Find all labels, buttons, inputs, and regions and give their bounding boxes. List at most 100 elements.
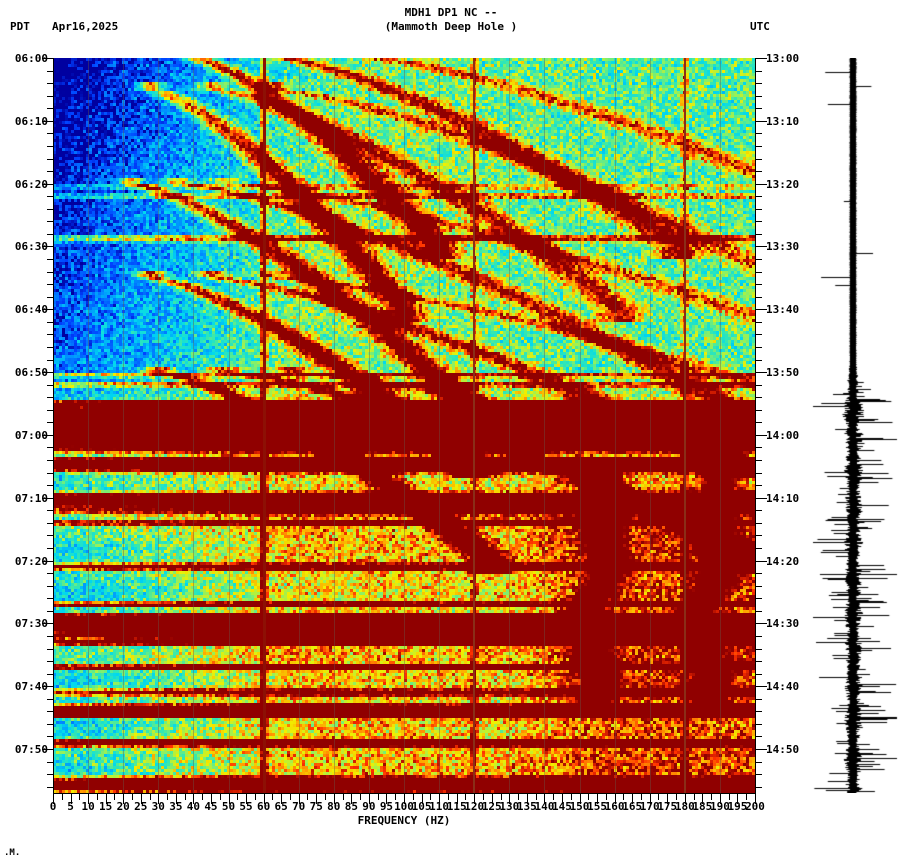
y-tick-major-left [42,121,53,122]
y-tick-minor-left [47,724,53,725]
x-tick-major [562,794,563,804]
y-tick-minor-right [756,573,762,574]
x-tick-major [544,794,545,804]
y-tick-minor-left [47,573,53,574]
x-tick-major [106,794,107,804]
y-tick-minor-left [47,171,53,172]
y-axis-right-label: 14:20 [766,555,800,568]
x-axis-label: 60 [256,800,271,813]
y-axis-left-label: 07:30 [14,617,48,630]
y-tick-minor-left [47,196,53,197]
x-tick-major [141,794,142,804]
x-axis-label: 100 [394,800,414,813]
x-tick-major [386,794,387,804]
y-tick-minor-right [756,385,762,386]
x-axis-label: 0 [49,800,57,813]
x-axis-label: 135 [516,800,537,813]
y-tick-major-right [756,623,767,624]
y-tick-minor-right [756,510,762,511]
y-tick-minor-left [47,447,53,448]
y-axis-left-label: 07:40 [14,680,48,693]
y-axis-right-label: 13:20 [766,178,800,191]
y-tick-minor-right [756,397,762,398]
y-tick-major-right [756,246,767,247]
y-tick-minor-right [756,661,762,662]
right-timezone-label: UTC [750,20,770,33]
y-tick-minor-left [47,83,53,84]
x-tick-major [281,794,282,804]
y-tick-major-left [42,435,53,436]
x-axis-label: 145 [552,800,572,813]
y-tick-minor-left [47,649,53,650]
x-tick-major [351,794,352,804]
y-tick-minor-left [47,736,53,737]
y-axis-right-label: 13:30 [766,240,800,253]
y-tick-minor-right [756,447,762,448]
y-tick-minor-right [756,724,762,725]
y-tick-minor-left [47,234,53,235]
y-tick-minor-left [47,360,53,361]
y-tick-minor-right [756,259,762,260]
x-tick-minor [518,794,519,800]
y-axis-right-label: 13:10 [766,115,800,128]
y-tick-minor-right [756,711,762,712]
y-tick-minor-right [756,586,762,587]
y-tick-minor-right [756,736,762,737]
y-axis-right-label: 13:40 [766,303,800,316]
y-tick-minor-right [756,410,762,411]
y-tick-minor-left [47,485,53,486]
seismic-amplitude-trace [812,58,898,793]
x-axis-label: 125 [481,800,502,813]
y-axis-right-label: 14:10 [766,492,800,505]
x-tick-minor [658,794,659,800]
x-tick-minor [571,794,572,800]
x-tick-major [123,794,124,804]
left-timezone-label: PDT [10,20,30,33]
x-tick-minor [606,794,607,800]
x-tick-minor [272,794,273,800]
y-tick-minor-right [756,523,762,524]
x-axis-label: 110 [429,800,450,813]
y-tick-major-left [42,561,53,562]
x-tick-minor [641,794,642,800]
y-tick-minor-left [47,209,53,210]
y-tick-minor-left [47,787,53,788]
y-tick-minor-right [756,221,762,222]
x-tick-major [88,794,89,804]
y-tick-minor-left [47,159,53,160]
spectrogram-plot[interactable] [53,58,755,793]
y-tick-minor-left [47,636,53,637]
x-tick-major [527,794,528,804]
x-tick-major [193,794,194,804]
y-tick-minor-right [756,108,762,109]
x-tick-minor [553,794,554,800]
y-tick-minor-right [756,422,762,423]
y-tick-minor-left [47,699,53,700]
y-tick-major-left [42,686,53,687]
x-tick-minor [711,794,712,800]
x-axis-line [53,793,756,794]
y-tick-major-left [42,372,53,373]
y-tick-minor-left [47,548,53,549]
x-tick-major [158,794,159,804]
x-tick-major [369,794,370,804]
x-tick-major [509,794,510,804]
y-tick-minor-right [756,96,762,97]
y-tick-minor-left [47,385,53,386]
x-axis-label: 105 [411,800,432,813]
x-tick-major [492,794,493,804]
y-tick-minor-left [47,133,53,134]
x-tick-major [632,794,633,804]
y-tick-minor-left [47,510,53,511]
x-tick-minor [430,794,431,800]
y-tick-minor-left [47,611,53,612]
y-tick-minor-left [47,523,53,524]
y-axis-left-label: 06:50 [14,366,48,379]
x-axis-label: 195 [727,800,748,813]
x-axis-label: 120 [464,800,485,813]
y-tick-minor-left [47,334,53,335]
y-tick-minor-right [756,460,762,461]
y-axis-left-label: 07:10 [14,492,48,505]
x-axis-label: 180 [674,800,695,813]
y-tick-major-left [42,623,53,624]
